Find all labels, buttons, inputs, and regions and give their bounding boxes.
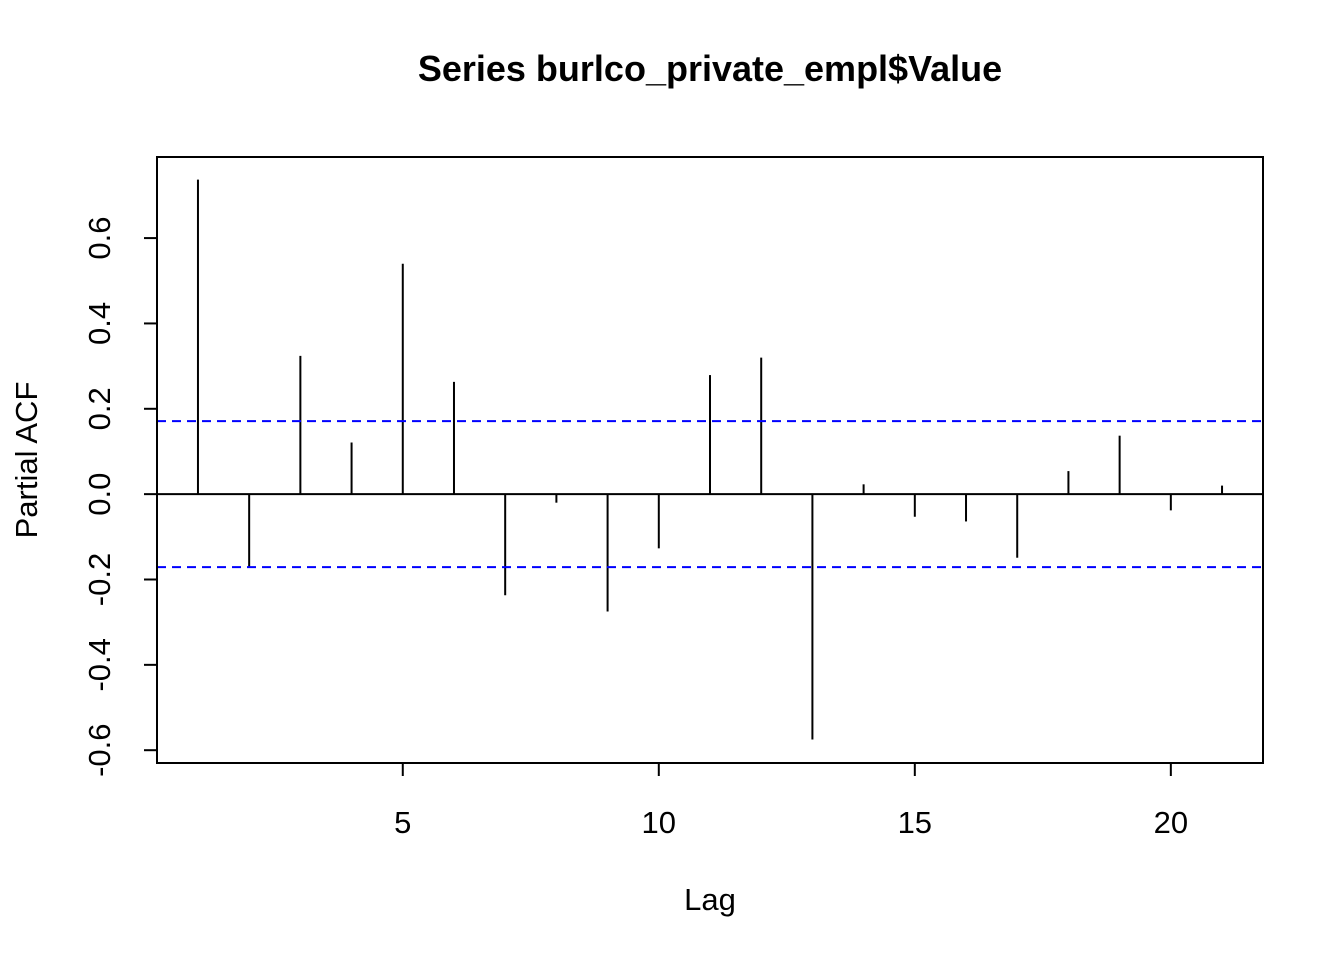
y-axis: -0.6 -0.4 -0.2 0.0 0.2 0.4 0.6 [82, 217, 158, 777]
chart-title: Series burlco_private_empl$Value [418, 48, 1002, 89]
x-axis-label: Lag [684, 882, 736, 917]
y-tick-label: -0.6 [82, 723, 117, 776]
x-tick-label: 15 [898, 805, 932, 840]
confidence-bounds [157, 420, 1263, 569]
y-tick-label: 0.4 [82, 302, 117, 345]
y-tick-label: 0.0 [82, 473, 117, 516]
y-tick-label: 0.2 [82, 387, 117, 430]
y-axis-label: Partial ACF [9, 382, 44, 539]
x-tick-label: 20 [1154, 805, 1188, 840]
y-tick-label: -0.4 [82, 638, 117, 691]
y-tick-label: 0.6 [82, 217, 117, 260]
y-tick-label: -0.2 [82, 553, 117, 606]
x-tick-label: 10 [642, 805, 676, 840]
x-tick-label: 5 [394, 805, 411, 840]
pacf-bars [157, 179, 1263, 740]
x-axis: 5 10 15 20 [394, 762, 1188, 840]
plot-frame [156, 156, 1264, 764]
